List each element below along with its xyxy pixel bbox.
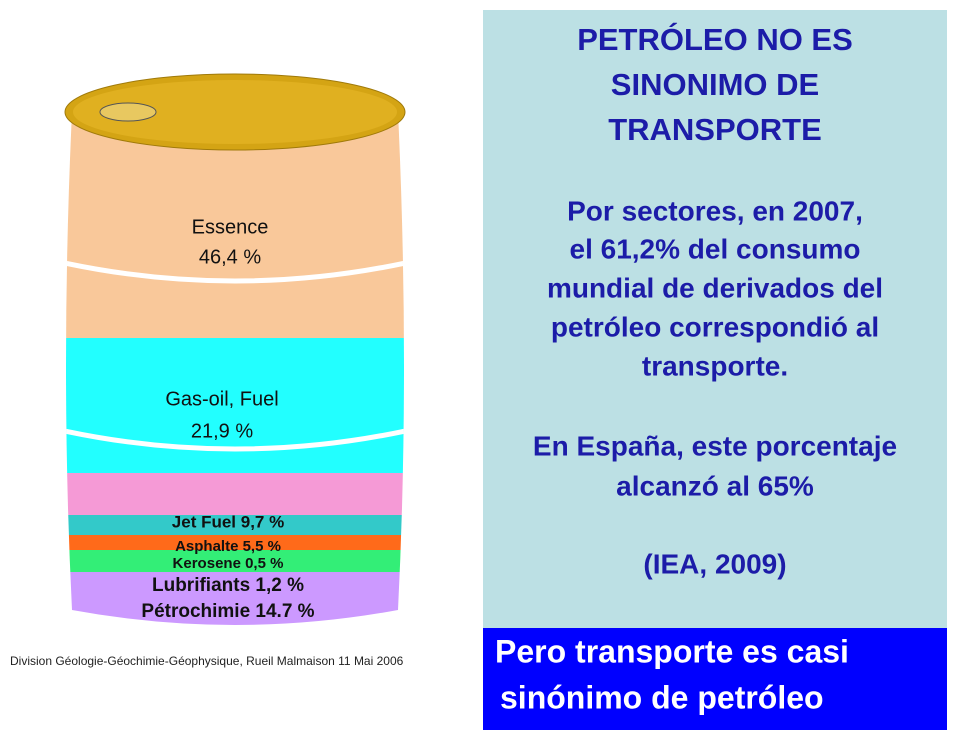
panel-text: En España, este porcentaje bbox=[533, 430, 897, 461]
band-jet bbox=[66, 473, 404, 515]
panel-text: mundial de derivados del bbox=[547, 272, 883, 303]
panel-title: SINONIMO DE bbox=[611, 67, 819, 102]
panel-source: (IEA, 2009) bbox=[643, 548, 786, 579]
segment-label: 46,4 % bbox=[199, 246, 261, 268]
band-kerosene bbox=[66, 535, 404, 550]
segment-label: Pétrochimie 14.7 % bbox=[141, 601, 314, 622]
panel-title: TRANSPORTE bbox=[608, 112, 822, 147]
panel-text: el 61,2% del consumo bbox=[570, 233, 861, 264]
segment-label: Asphalte 5,5 % bbox=[175, 538, 281, 555]
segment-label: Kerosene 0,5 % bbox=[173, 555, 284, 572]
band-asphalte bbox=[66, 515, 404, 535]
panel-text: Por sectores, en 2007, bbox=[567, 195, 863, 226]
banner-text: sinónimo de petróleo bbox=[500, 679, 824, 715]
panel-text: transporte. bbox=[642, 350, 788, 381]
barrel-ribs bbox=[66, 259, 404, 452]
banner bbox=[483, 628, 947, 730]
segment-label: Lubrifiants 1,2 % bbox=[152, 575, 304, 596]
segment-label: Gas-oil, Fuel bbox=[165, 388, 278, 410]
panel-text: alcanzó al 65% bbox=[616, 470, 814, 501]
segment-label: 21,9 % bbox=[191, 420, 253, 442]
segment-label: Essence bbox=[192, 216, 269, 238]
segment-label: Jet Fuel 9,7 % bbox=[172, 512, 284, 531]
banner-text: Pero transporte es casi bbox=[495, 633, 849, 669]
panel-title: PETRÓLEO NO ES bbox=[577, 21, 853, 57]
band-lubrifiants bbox=[66, 550, 404, 572]
panel-text: petróleo correspondió al bbox=[551, 311, 879, 342]
panel bbox=[483, 10, 947, 628]
barrel-lid-inner bbox=[73, 80, 397, 144]
barrel-cap bbox=[99, 102, 157, 122]
band-petrochimie bbox=[66, 572, 404, 625]
footer: Division Géologie-Géochimie-Géophysique,… bbox=[10, 654, 404, 668]
